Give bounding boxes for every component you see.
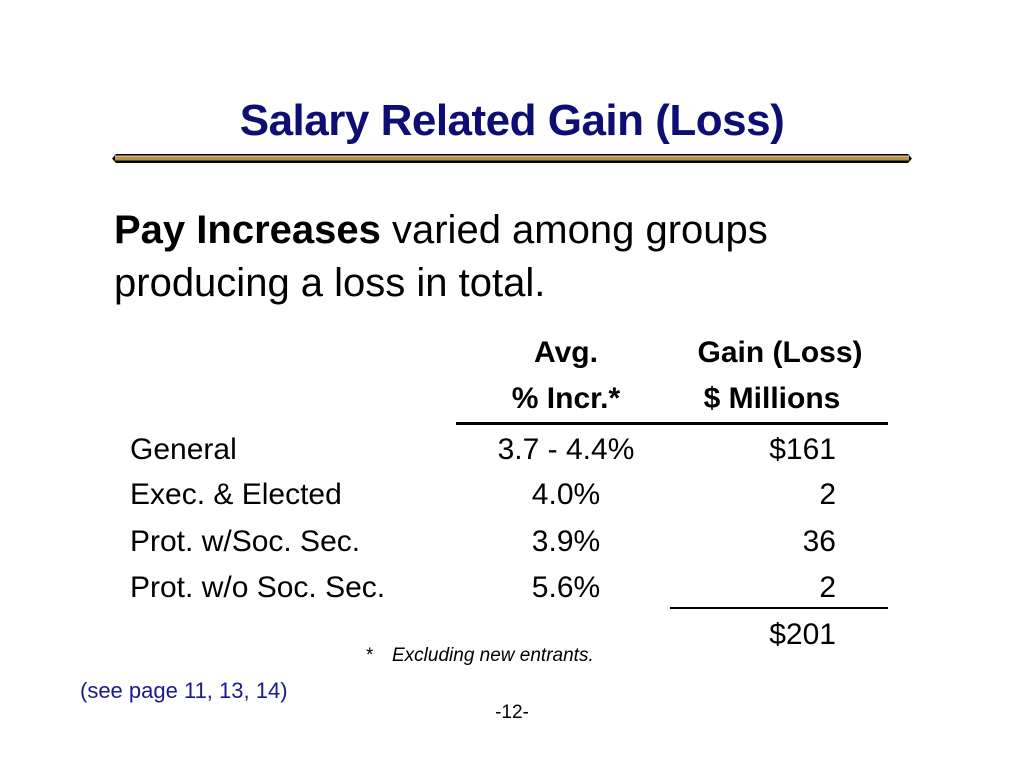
footnote-marker: * [366,645,374,666]
slide-title: Salary Related Gain (Loss) [239,96,785,145]
total-value: $201 [769,618,836,651]
row-label: General [130,433,237,466]
row-gain: 36 [802,525,836,558]
header-millions: $ Millions [703,382,841,415]
intro-text: Pay Increases varied among groups produc… [114,204,914,310]
header-rule [456,422,888,425]
footnote: * Excluding new entrants. [366,645,594,667]
row-pct: 4.0% [531,478,601,511]
intro-bold-lead: Pay Increases [114,208,381,252]
row-pct: 3.9% [531,525,601,558]
header-pct-incr: % Incr.* [511,382,621,415]
row-gain: $161 [769,433,836,466]
row-label: Exec. & Elected [130,478,342,511]
row-pct: 5.6% [531,571,601,604]
intro-rest: varied among groups [380,208,768,252]
footnote-text: Excluding new entrants. [392,645,594,666]
header-avg: Avg. [534,336,598,369]
title-underline-bar [112,154,912,163]
page-number: -12- [495,702,529,723]
row-gain: 2 [819,571,836,604]
intro-line-2: producing a loss in total. [114,261,546,305]
intro-line-1: Pay Increases varied among groups [114,204,914,257]
row-gain: 2 [819,478,836,511]
see-page-reference: (see page 11, 13, 14) [80,678,288,703]
row-pct: 3.7 - 4.4% [497,433,635,466]
row-label: Prot. w/Soc. Sec. [130,525,361,558]
row-label: Prot. w/o Soc. Sec. [130,571,386,604]
header-gain-loss: Gain (Loss) [697,336,863,369]
total-rule [670,607,888,609]
